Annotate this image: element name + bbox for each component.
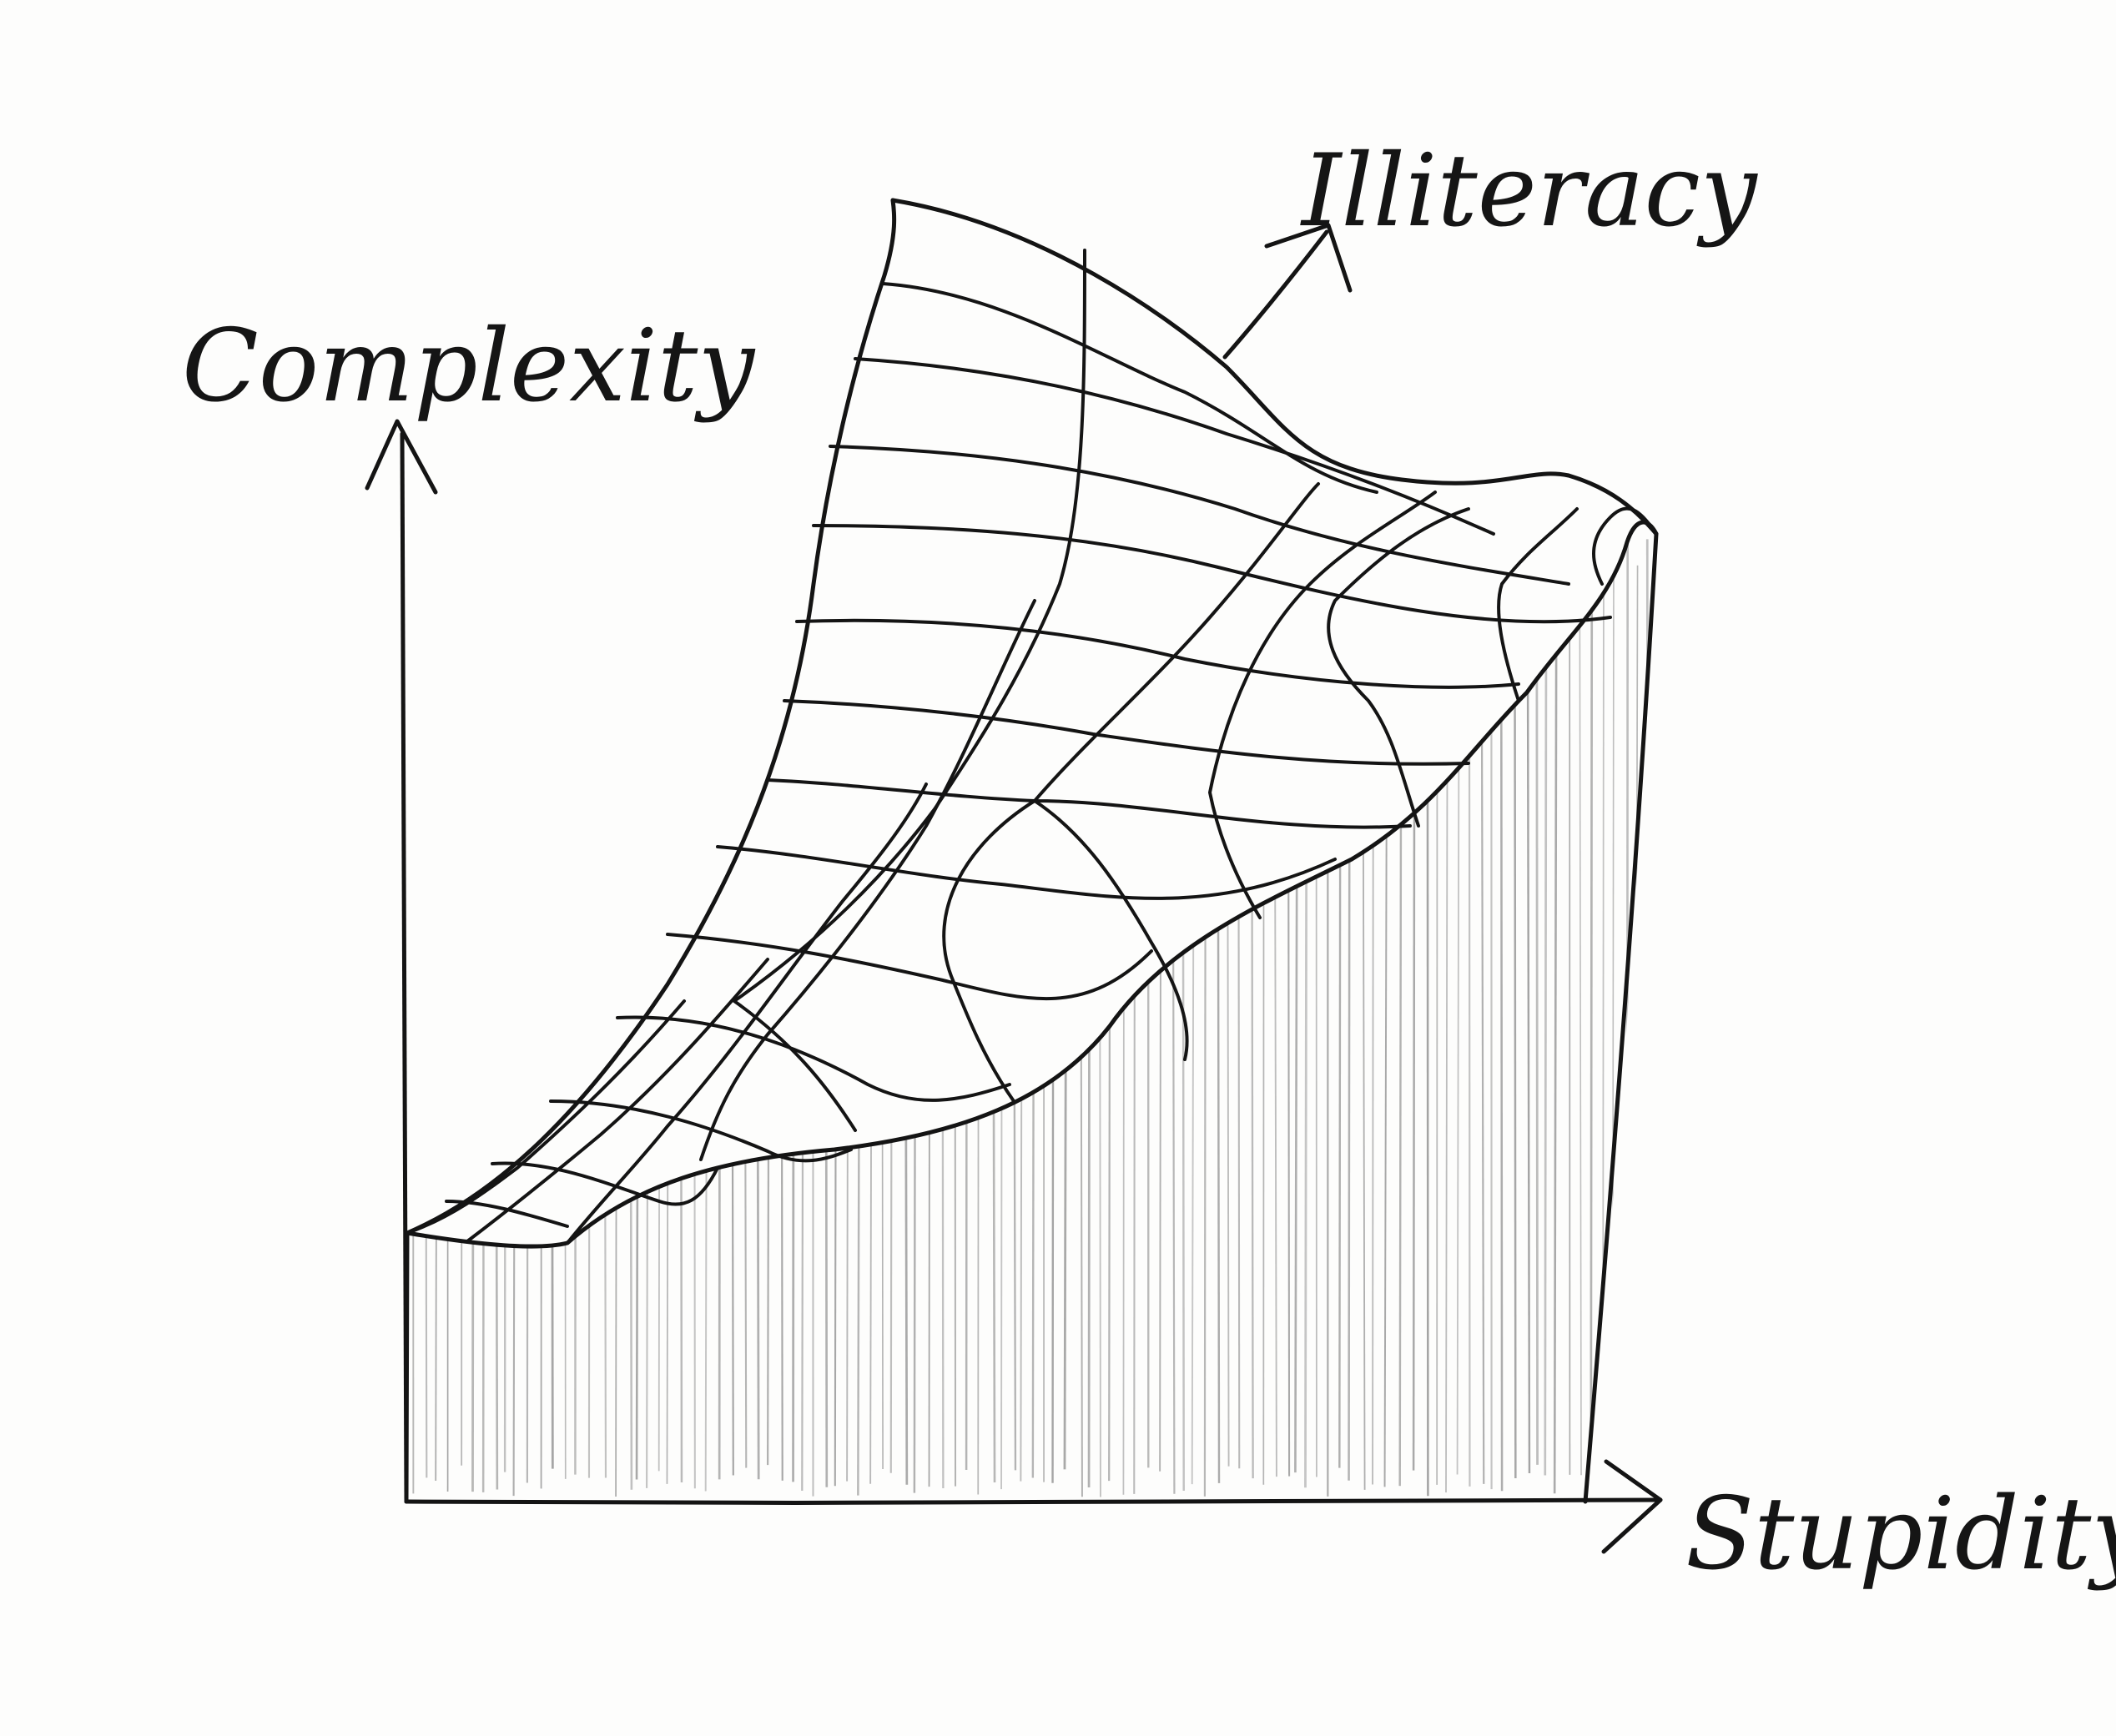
surface-outline bbox=[404, 198, 1659, 1504]
illiteracy-axis-arrowhead bbox=[1264, 223, 1353, 293]
hatch-stroke bbox=[1544, 552, 1548, 1476]
hatch-stroke bbox=[1287, 516, 1291, 1477]
hatch-stroke bbox=[481, 536, 486, 1492]
hatch-stroke bbox=[965, 508, 969, 1470]
hatch-stroke bbox=[564, 550, 567, 1479]
hatch-stroke bbox=[1514, 524, 1517, 1478]
hatch-stroke bbox=[1051, 506, 1055, 1483]
hatch-stroke bbox=[1468, 506, 1471, 1487]
illiteracy-axis-line bbox=[1222, 229, 1329, 360]
hatch-stroke bbox=[1203, 548, 1207, 1497]
axis-labels: Complexity Stupidity Illiteracy bbox=[182, 133, 2116, 1593]
hatch-stroke bbox=[1348, 509, 1351, 1481]
hatch-stroke bbox=[1098, 546, 1101, 1497]
hatch-stroke bbox=[718, 530, 722, 1480]
hatch-stroke bbox=[574, 515, 577, 1475]
hatch-stroke bbox=[471, 545, 476, 1492]
hatch-stroke bbox=[1087, 542, 1091, 1488]
hatch-stroke bbox=[1412, 537, 1416, 1471]
hatch-stroke bbox=[526, 564, 530, 1483]
hatch-stroke bbox=[940, 553, 945, 1488]
hatch-stroke bbox=[503, 541, 506, 1472]
hatch-stroke bbox=[1553, 553, 1558, 1494]
hatch-stroke bbox=[1579, 509, 1582, 1476]
hatch-stroke bbox=[1338, 563, 1342, 1468]
hatch-stroke bbox=[1133, 508, 1136, 1494]
hatch-stroke bbox=[1031, 538, 1035, 1478]
hatch-stroke bbox=[1122, 506, 1126, 1495]
hatch-stroke bbox=[913, 506, 917, 1493]
complexity-axis-arrowhead bbox=[365, 419, 438, 495]
stupidity-label: Stupidity bbox=[1685, 1477, 2116, 1593]
illiteracy-label: Illiteracy bbox=[1300, 133, 1759, 249]
complexity-label: Complexity bbox=[182, 309, 756, 425]
surface-grid bbox=[406, 249, 1658, 1245]
hatch-stroke bbox=[679, 501, 683, 1482]
hatch-stroke bbox=[1108, 504, 1111, 1482]
hatch-stroke bbox=[693, 548, 696, 1489]
hatch-stroke bbox=[1217, 501, 1221, 1483]
hatch-stroke bbox=[1602, 551, 1605, 1488]
stupidity-axis-line bbox=[404, 1497, 1663, 1505]
stupidity-axis-arrowhead bbox=[1601, 1459, 1663, 1554]
hatch-stroke bbox=[824, 516, 829, 1487]
hatch-stroke bbox=[1304, 501, 1308, 1488]
hatch-stroke bbox=[1535, 506, 1539, 1465]
hatch-stroke bbox=[550, 518, 554, 1469]
hatch-stroke bbox=[977, 541, 980, 1495]
hatch-stroke bbox=[587, 501, 591, 1478]
hatch-stroke bbox=[1590, 508, 1594, 1483]
hatch-stroke bbox=[1655, 534, 1656, 1471]
